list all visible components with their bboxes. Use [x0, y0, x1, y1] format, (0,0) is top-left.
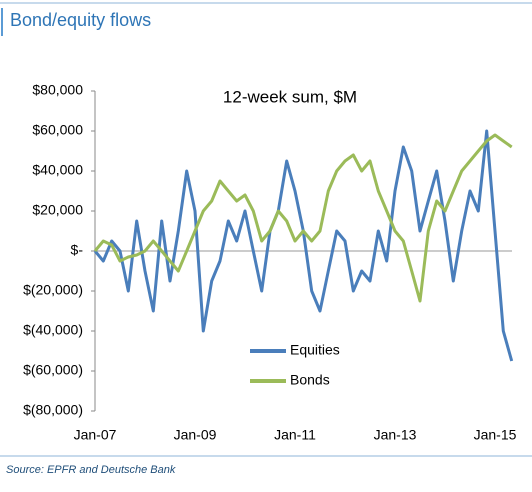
- x-tick-label: Jan-07: [74, 427, 117, 443]
- y-tick-label: $80,000: [32, 82, 83, 98]
- y-tick-label: $20,000: [32, 202, 83, 218]
- y-tick-label: $40,000: [32, 162, 83, 178]
- x-tick-label: Jan-15: [474, 427, 517, 443]
- x-tick-label: Jan-13: [374, 427, 417, 443]
- legend-label: Bonds: [290, 372, 330, 388]
- y-tick-label: $-: [71, 242, 84, 258]
- y-tick-label: $60,000: [32, 122, 83, 138]
- y-tick-label: $(20,000): [23, 282, 83, 298]
- chart-title: Bond/equity flows: [10, 10, 151, 30]
- y-tick-label: $(60,000): [23, 362, 83, 378]
- chart-subtitle: 12-week sum, $M: [223, 87, 357, 106]
- y-tick-label: $(40,000): [23, 322, 83, 338]
- legend-label: Equities: [290, 342, 340, 358]
- series-line: [93, 133, 513, 303]
- y-tick-label: $(80,000): [23, 402, 83, 418]
- x-tick-label: Jan-09: [174, 427, 217, 443]
- source-note: Source: EPFR and Deutsche Bank: [6, 464, 176, 476]
- x-tick-label: Jan-11: [274, 427, 316, 443]
